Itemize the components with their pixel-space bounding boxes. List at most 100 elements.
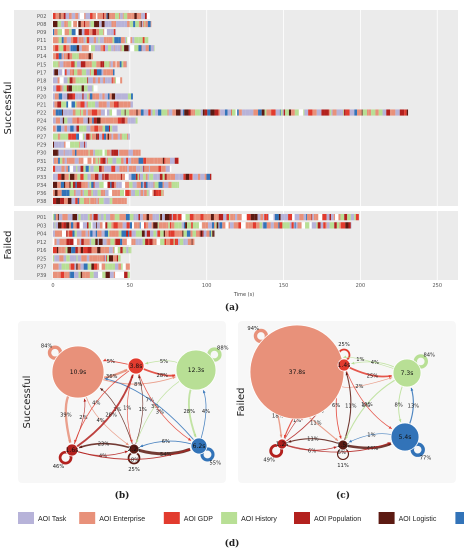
edge-label: 54%: [160, 452, 172, 458]
aoi-segment: [123, 101, 128, 108]
aoi-segment: [288, 109, 292, 116]
graph-node: [390, 422, 420, 452]
aoi-segment: [176, 109, 181, 116]
edge-label: 28%: [157, 373, 169, 379]
participant-label: P11: [37, 38, 46, 44]
aoi-segment: [382, 109, 387, 116]
aoi-segment: [154, 165, 159, 172]
aoi-segment: [254, 213, 258, 221]
aoi-segment: [124, 197, 127, 205]
aoi-segment: [55, 222, 58, 229]
aoi-segment: [54, 93, 59, 100]
aoi-segment: [350, 213, 355, 221]
aoi-segment: [74, 189, 76, 196]
aoi-segment: [210, 213, 214, 221]
aoi-segment: [61, 189, 67, 196]
aoi-segment: [92, 117, 94, 124]
aoi-segment: [86, 125, 91, 132]
graph-node: [337, 358, 351, 372]
timeline-row: [53, 173, 212, 180]
aoi-segment: [113, 45, 115, 52]
edge-label: 4%: [202, 409, 210, 415]
aoi-segment: [113, 271, 116, 279]
aoi-segment: [152, 189, 154, 196]
aoi-segment: [165, 230, 168, 237]
edge-arrowhead: [338, 435, 342, 439]
aoi-segment: [102, 93, 105, 100]
aoi-segment: [89, 263, 92, 270]
failed-group-title: Failed: [3, 230, 14, 259]
aoi-segment: [76, 117, 78, 124]
aoi-segment: [63, 77, 68, 84]
edge-label: 6%: [338, 450, 346, 456]
aoi-segment: [84, 101, 87, 108]
aoi-segment: [91, 53, 93, 60]
aoi-segment: [105, 117, 109, 124]
aoi-segment: [149, 189, 153, 196]
timeline-row: [53, 230, 215, 237]
aoi-segment: [268, 213, 270, 221]
aoi-segment: [70, 181, 73, 188]
aoi-segment: [73, 21, 75, 28]
aoi-segment: [57, 133, 60, 140]
aoi-segment: [174, 157, 179, 164]
node-duration-label: 12.3s: [188, 367, 205, 374]
aoi-segment: [192, 230, 196, 237]
aoi-segment: [104, 45, 109, 52]
aoi-segment: [183, 109, 185, 116]
aoi-segment: [53, 61, 57, 68]
aoi-segment: [87, 117, 90, 124]
transition-edge: [398, 386, 403, 423]
aoi-segment: [149, 157, 154, 164]
aoi-segment: [59, 77, 64, 84]
aoi-segment: [162, 109, 167, 116]
aoi-segment: [69, 255, 75, 262]
aoi-segment: [53, 213, 55, 221]
transition-edge: [200, 390, 207, 439]
aoi-segment: [108, 117, 114, 124]
aoi-segment: [90, 197, 95, 205]
aoi-segment: [125, 189, 130, 196]
aoi-segment: [273, 213, 275, 221]
aoi-segment: [121, 181, 126, 188]
aoi-segment: [155, 109, 159, 116]
transition-edge: [85, 396, 129, 446]
aoi-segment: [113, 109, 117, 116]
aoi-segment: [131, 238, 134, 246]
aoi-segment: [149, 173, 154, 180]
aoi-segment: [76, 133, 80, 140]
aoi-segment: [195, 213, 201, 221]
participant-label: P18: [37, 78, 46, 84]
aoi-segment: [120, 246, 123, 254]
aoi-segment: [85, 37, 87, 44]
aoi-segment: [158, 222, 163, 229]
aoi-segment: [75, 197, 78, 205]
aoi-segment: [89, 173, 91, 180]
aoi-segment: [92, 53, 93, 60]
aoi-segment: [165, 165, 170, 172]
aoi-segment: [102, 125, 106, 132]
aoi-segment: [99, 149, 103, 156]
aoi-segment: [292, 213, 295, 221]
aoi-segment: [76, 263, 78, 270]
aoi-segment: [78, 117, 84, 124]
aoi-segment: [118, 230, 122, 237]
aoi-segment: [159, 173, 163, 180]
aoi-segment: [219, 222, 223, 229]
aoi-segment: [57, 125, 61, 132]
aoi-segment: [64, 197, 68, 205]
aoi-segment: [121, 197, 124, 205]
aoi-segment: [165, 157, 171, 164]
aoi-segment: [98, 173, 103, 180]
aoi-segment: [123, 149, 129, 156]
aoi-segment: [104, 93, 108, 100]
legend-item: AOI Task: [18, 512, 67, 524]
aoi-segment: [61, 141, 63, 148]
aoi-segment: [80, 21, 84, 28]
edge-arrowhead: [410, 387, 414, 392]
aoi-segment: [146, 213, 150, 221]
edge-arrowhead: [124, 450, 128, 454]
participant-label: P04: [37, 232, 46, 238]
aoi-segment: [108, 173, 110, 180]
aoi-segment: [124, 271, 128, 279]
